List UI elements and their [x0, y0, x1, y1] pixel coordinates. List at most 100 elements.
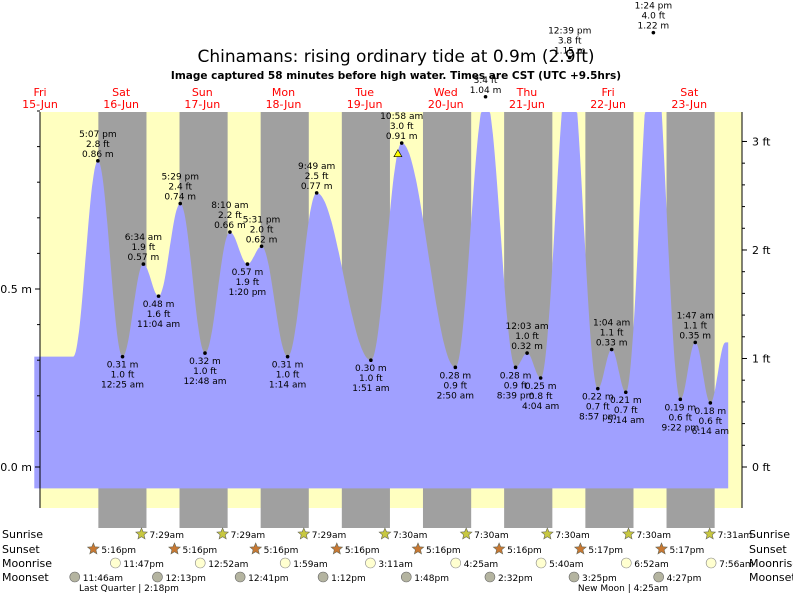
night-band-lower — [422, 508, 472, 528]
moonrise-time: 12:52am — [208, 560, 248, 570]
tide-label: 1.1 ft — [600, 329, 624, 339]
moonrise-icon — [535, 557, 547, 569]
tide-label: 2.4 ft — [168, 183, 192, 193]
sunset-time: 5:17pm — [588, 546, 623, 556]
moonset-icon — [484, 571, 496, 583]
tide-label: 1.0 ft — [193, 367, 217, 377]
tide-label: 9:49 am — [298, 162, 335, 172]
sunset-icon — [573, 542, 587, 555]
day-name: Sat — [112, 86, 131, 99]
day-name: Wed — [434, 86, 458, 99]
tide-label: 0.32 m — [189, 357, 221, 367]
tide-label: 8:57 pm — [579, 413, 617, 423]
sunset-time: 5:16pm — [101, 546, 136, 556]
sunrise-time: 7:29am — [149, 531, 184, 541]
tide-label: 0.35 m — [679, 331, 711, 341]
left-tick-label: 0.0 m — [0, 461, 32, 474]
moonset-time: 11:46am — [83, 574, 123, 584]
moonset-time: 3:25pm — [582, 574, 617, 584]
tide-point — [567, 55, 572, 60]
day-labels: Fri15-JunSat16-JunSun17-JunMon18-JunTue1… — [22, 86, 707, 111]
tide-point — [96, 159, 100, 163]
tide-label: 0.8 ft — [529, 392, 553, 402]
tide-label: 5:07 pm — [79, 130, 117, 140]
tide-label: 1:47 am — [677, 311, 714, 321]
tide-label: 3.8 ft — [558, 37, 582, 47]
moonrise-icon — [450, 557, 462, 569]
tide-point — [651, 30, 656, 35]
tide-label: 0.7 ft — [586, 403, 610, 413]
tide-label: 12:39 pm — [548, 27, 591, 37]
tide-point — [156, 294, 161, 298]
tide-label: 1:51 am — [352, 384, 389, 394]
day-name: Fri — [602, 86, 615, 99]
sunset-icon — [492, 542, 506, 555]
tide-point — [399, 141, 404, 145]
tide-label: 1.04 m — [470, 86, 502, 96]
day-date: 19-Jun — [347, 98, 383, 111]
tide-label: 6:34 am — [125, 233, 162, 243]
sunrise-time: 7:29am — [231, 531, 265, 541]
day-date: 15-Jun — [22, 98, 58, 111]
moonset-icon — [400, 571, 412, 583]
tide-point — [314, 191, 319, 195]
day-date: 22-Jun — [590, 98, 626, 111]
tide-point — [203, 351, 207, 355]
tide-label: 1:04 am — [593, 319, 630, 329]
moonset-icon — [234, 571, 246, 583]
tide-label: 2:50 am — [437, 391, 474, 401]
moonrise-time: 1:59am — [293, 560, 328, 570]
moonset-time: 1:48pm — [414, 574, 449, 584]
tide-label: 0.48 m — [143, 300, 175, 310]
tide-label: 3.0 ft — [390, 122, 414, 132]
moonrise-icon — [194, 557, 206, 569]
tide-point — [609, 347, 614, 352]
moonset-icon — [152, 571, 163, 583]
chart-title: Chinamans: rising ordinary tide at 0.9m … — [198, 47, 595, 67]
tide-point — [525, 351, 529, 355]
right-tick-label: 2 ft — [752, 244, 771, 257]
tide-label: 0.9 ft — [504, 381, 528, 391]
day-name: Fri — [33, 86, 46, 99]
tide-label: 12:03 am — [506, 322, 549, 332]
tide-point — [595, 386, 600, 391]
moonset-time: 2:32pm — [498, 574, 533, 584]
tide-label: 0.7 ft — [614, 406, 638, 416]
tide-label: 5:29 pm — [161, 173, 199, 183]
tide-point — [678, 397, 683, 402]
tide-label: 1:24 pm — [635, 2, 673, 12]
tide-point — [483, 94, 488, 99]
left-tick-label: 0.5 m — [0, 283, 32, 296]
sunrise-icon — [459, 527, 473, 540]
moonrise-icon — [365, 557, 376, 569]
row-label-left: Moonrise — [2, 557, 52, 570]
tide-label: 1.15 m — [554, 47, 586, 57]
sunrise-icon — [622, 527, 635, 540]
sunset-time: 5:16pm — [426, 546, 461, 556]
day-date: 16-Jun — [103, 98, 139, 111]
day-name: Tue — [354, 86, 374, 99]
tide-point — [453, 365, 458, 370]
moonset-time: 12:41pm — [248, 574, 288, 584]
sunrise-time: 7:30am — [474, 531, 509, 541]
tide-label: 0.32 m — [511, 342, 543, 352]
tide-label: 0.57 m — [128, 253, 160, 263]
night-band-lower — [179, 508, 228, 528]
night-band-lower — [504, 508, 553, 528]
row-label-left: Sunrise — [2, 528, 43, 541]
day-name: Mon — [272, 86, 295, 99]
sunset-icon — [411, 542, 425, 555]
tide-label: 0.28 m — [440, 371, 472, 381]
tide-label: 1.0 ft — [276, 371, 300, 381]
right-tick-label: 1 ft — [752, 352, 771, 365]
day-date: 17-Jun — [184, 98, 220, 111]
tide-label: 5:14 am — [607, 416, 644, 426]
tide-label: 2.8 ft — [86, 140, 110, 150]
tide-point — [120, 354, 125, 359]
sunset-icon — [86, 542, 100, 555]
tide-label: 1.0 ft — [515, 332, 539, 342]
tide-label: 0.31 m — [272, 361, 304, 371]
moonrise-time: 5:40am — [549, 560, 584, 570]
night-band-lower — [666, 508, 715, 528]
